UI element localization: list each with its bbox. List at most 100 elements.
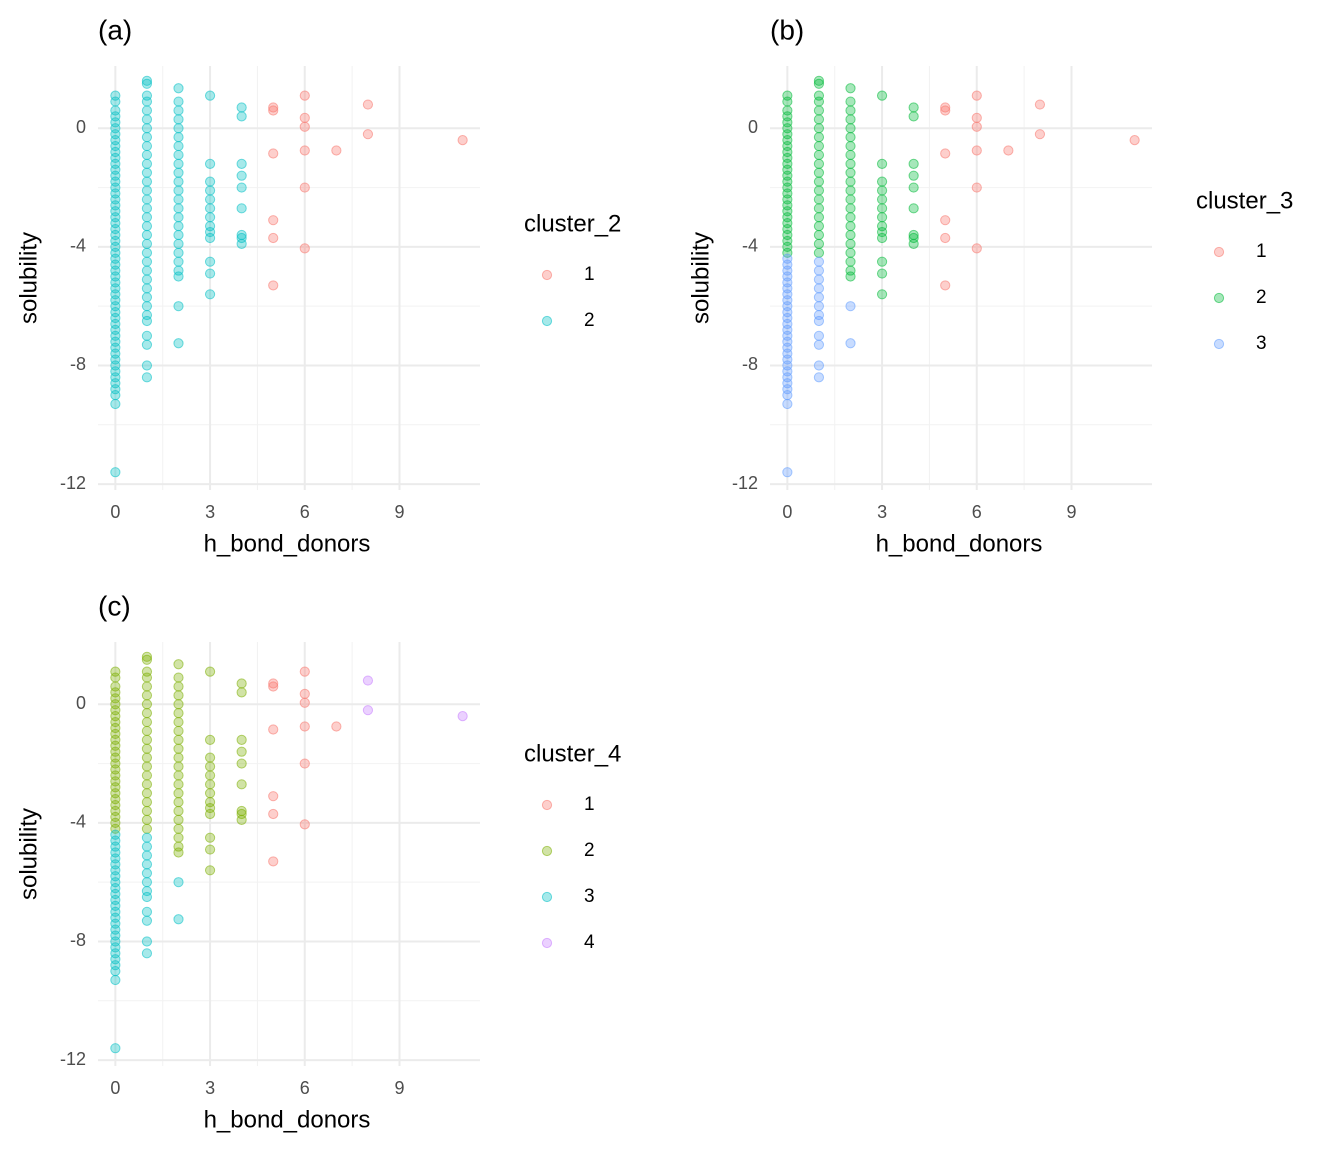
point xyxy=(782,390,793,401)
point xyxy=(204,289,216,300)
point xyxy=(362,675,374,686)
point xyxy=(110,823,121,834)
point xyxy=(845,167,856,178)
x-tick-label: 9 xyxy=(394,1078,404,1098)
point xyxy=(457,711,468,722)
point xyxy=(876,232,888,244)
y-axis-title: solubility xyxy=(15,808,42,900)
point xyxy=(110,681,121,692)
point xyxy=(204,865,216,876)
point xyxy=(141,915,153,926)
point xyxy=(141,779,153,790)
point xyxy=(782,96,793,107)
point xyxy=(940,215,951,226)
point xyxy=(110,330,121,341)
point xyxy=(110,752,121,763)
point xyxy=(173,779,184,790)
point xyxy=(173,167,184,178)
point xyxy=(110,176,121,187)
point xyxy=(845,301,856,312)
point xyxy=(110,918,121,929)
point xyxy=(813,265,825,276)
point xyxy=(299,758,310,769)
point xyxy=(299,121,310,132)
point xyxy=(141,708,153,719)
point xyxy=(268,105,279,116)
point xyxy=(173,699,184,710)
point xyxy=(845,96,856,107)
point xyxy=(110,318,121,330)
point xyxy=(782,360,793,371)
point xyxy=(173,743,184,754)
point xyxy=(141,203,153,214)
point xyxy=(813,123,825,134)
point xyxy=(110,235,121,247)
point xyxy=(110,289,121,300)
x-tick-label: 0 xyxy=(110,1078,120,1098)
point xyxy=(110,348,121,359)
point xyxy=(141,339,153,350)
point xyxy=(110,770,121,781)
point xyxy=(110,974,121,986)
point xyxy=(236,678,247,689)
point xyxy=(971,121,982,132)
point xyxy=(204,185,216,196)
legend-label: 2 xyxy=(584,310,595,331)
point xyxy=(204,666,216,677)
point xyxy=(845,105,856,116)
point xyxy=(845,123,856,134)
point xyxy=(110,841,121,852)
point xyxy=(110,182,121,193)
y-tick-label: -8 xyxy=(70,354,86,374)
point xyxy=(268,102,279,113)
point xyxy=(110,152,121,164)
point xyxy=(110,865,121,876)
legend-label: 1 xyxy=(584,794,595,815)
point xyxy=(876,90,888,101)
point xyxy=(813,140,825,152)
point xyxy=(173,238,184,250)
point xyxy=(908,182,919,193)
point xyxy=(110,390,121,401)
point xyxy=(782,188,793,199)
point xyxy=(110,764,121,775)
point xyxy=(813,301,825,312)
point xyxy=(110,811,121,823)
point xyxy=(110,206,121,217)
point xyxy=(813,203,825,214)
point xyxy=(141,743,153,754)
point xyxy=(845,203,856,214)
point xyxy=(110,960,121,971)
point xyxy=(110,212,121,223)
point xyxy=(141,877,153,888)
point xyxy=(110,788,121,799)
point xyxy=(204,176,216,187)
point xyxy=(173,212,184,223)
point xyxy=(110,672,121,683)
point xyxy=(299,819,310,830)
point xyxy=(782,354,793,365)
point xyxy=(110,158,121,169)
y-tick-label: 0 xyxy=(76,117,86,137)
point xyxy=(876,158,888,169)
point xyxy=(173,96,184,107)
point xyxy=(141,90,153,101)
point xyxy=(876,289,888,300)
point xyxy=(782,342,793,353)
point xyxy=(908,111,919,122)
point xyxy=(299,697,310,708)
point xyxy=(782,247,793,258)
point xyxy=(204,158,216,169)
point xyxy=(141,274,153,285)
point xyxy=(141,654,153,665)
y-tick-label: -8 xyxy=(742,354,758,374)
point xyxy=(236,182,247,193)
point xyxy=(141,868,153,879)
point xyxy=(173,770,184,781)
y-tick-label: -8 xyxy=(70,930,86,950)
point xyxy=(782,223,793,235)
point xyxy=(813,185,825,196)
point xyxy=(110,295,121,306)
point xyxy=(236,687,247,698)
point xyxy=(173,708,184,719)
